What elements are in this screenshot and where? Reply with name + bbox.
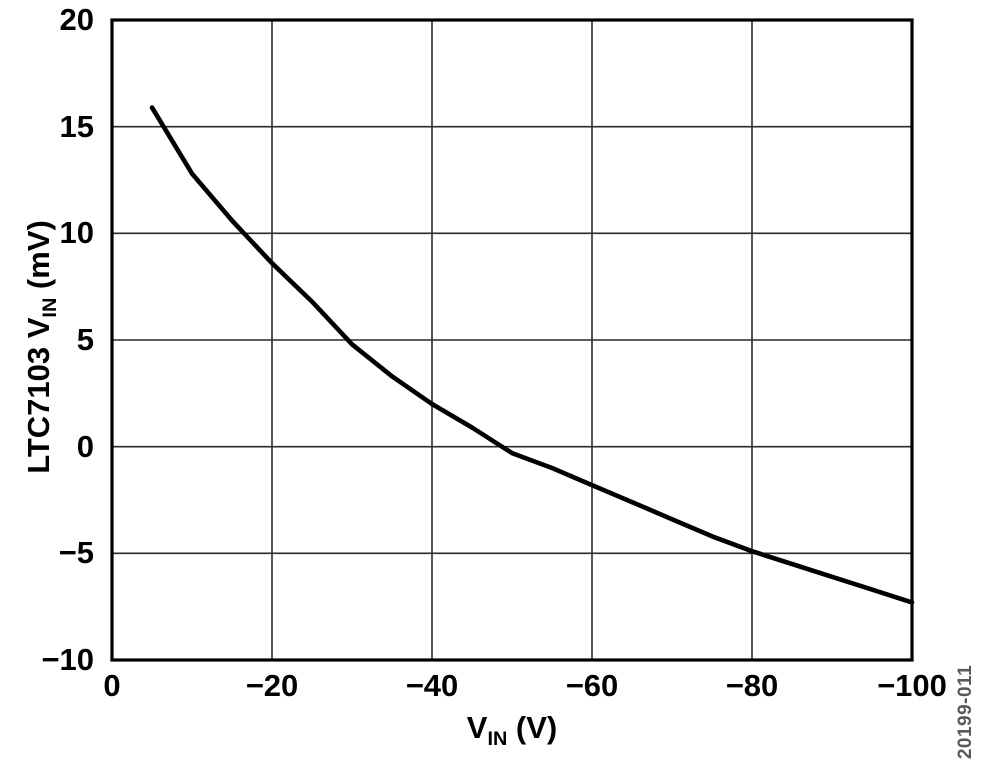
x-tick-label: −60 [565, 668, 619, 703]
x-axis-title-text: V [466, 710, 488, 745]
y-axis-title-subscript: IN [39, 297, 62, 318]
y-tick-label: 0 [76, 428, 94, 464]
x-axis-title: VIN (V) [412, 709, 612, 751]
x-tick-label: −20 [245, 668, 299, 703]
x-tick-label: 0 [103, 668, 121, 703]
y-tick-label: −5 [58, 535, 94, 571]
y-tick-label: 5 [76, 322, 94, 357]
plot-frame [110, 18, 914, 662]
data-curve [149, 105, 915, 605]
x-tick-label: −80 [725, 668, 779, 703]
x-axis-title-subscript: IN [487, 728, 508, 751]
y-tick-label: 20 [59, 2, 94, 37]
x-tick-label: −100 [877, 668, 947, 703]
y-tick-label: 15 [59, 108, 94, 144]
y-tick-label: 10 [59, 215, 94, 251]
figure-number-watermark: 20199-011 [955, 664, 976, 760]
x-axis-title-unit: (V) [507, 710, 558, 745]
x-tick-label: −40 [405, 668, 459, 703]
y-tick-label: −10 [41, 642, 94, 677]
